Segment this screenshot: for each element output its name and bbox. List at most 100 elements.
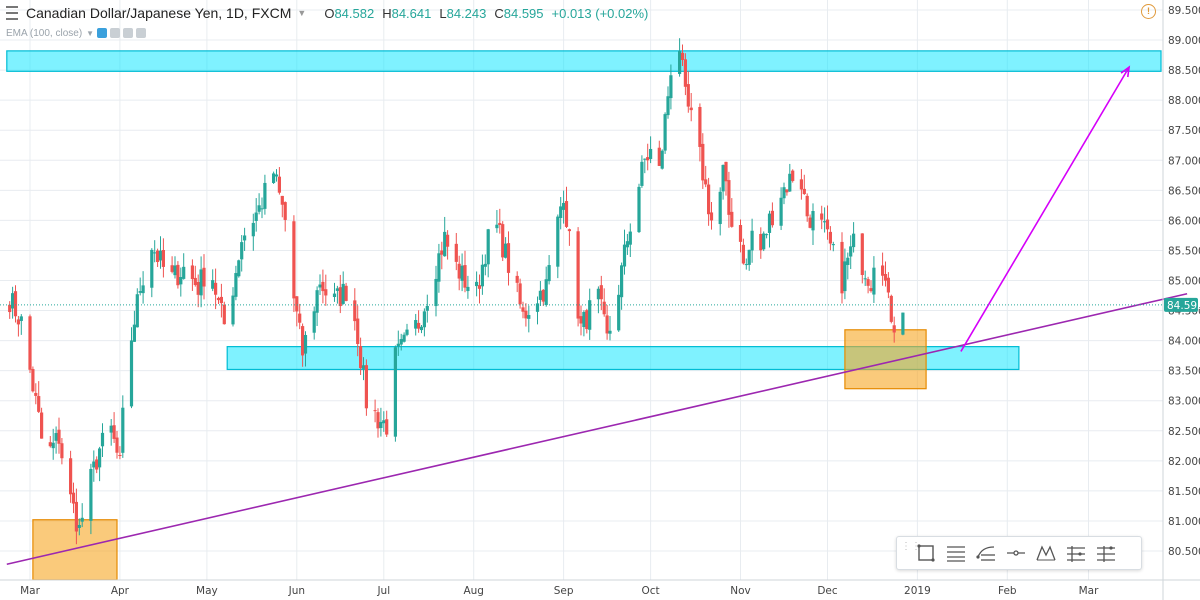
candle — [686, 71, 690, 113]
candle — [567, 228, 571, 246]
y-tick-label: 82.000 — [1168, 456, 1200, 468]
time-axis[interactable]: Mar Apr May Jun Jul Aug Sep Oct Nov Dec 2019 Feb Mar — [20, 585, 1099, 597]
candle — [280, 195, 284, 218]
candle — [356, 305, 360, 357]
candle — [344, 282, 348, 302]
candle — [153, 240, 157, 263]
long-position-tool-icon[interactable] — [1061, 538, 1091, 568]
candle — [332, 282, 337, 302]
candle — [13, 285, 18, 323]
candle — [263, 174, 267, 215]
x-tick-label: Mar — [1079, 585, 1099, 597]
candle — [272, 171, 276, 184]
open-label: O — [324, 5, 335, 21]
add-icon[interactable] — [123, 28, 134, 38]
cyan-zone-rect[interactable] — [226, 346, 1020, 371]
candle — [825, 205, 830, 240]
candle — [425, 294, 429, 323]
fib-tool-icon[interactable] — [971, 538, 1001, 568]
candle — [750, 218, 754, 263]
menu-icon[interactable] — [6, 6, 18, 20]
candle — [385, 410, 389, 437]
cyan-zone-rect[interactable] — [6, 50, 1162, 72]
orange-zone-rect[interactable] — [844, 329, 927, 390]
indicator-label[interactable]: EMA (100, close) — [6, 27, 83, 39]
alert-icon[interactable]: ! — [1141, 4, 1156, 19]
candle — [709, 202, 714, 230]
candle — [193, 265, 197, 287]
candle — [599, 275, 603, 311]
candle — [559, 197, 563, 230]
candle — [808, 214, 812, 229]
candle — [883, 261, 888, 287]
y-tick-label: 87.000 — [1168, 155, 1200, 167]
candle — [840, 232, 844, 304]
candle — [318, 274, 322, 295]
candle — [393, 345, 397, 442]
candle — [132, 310, 136, 342]
rectangle-tool-icon[interactable] — [911, 538, 941, 568]
short-position-tool-icon[interactable] — [1091, 538, 1121, 568]
candle — [649, 136, 653, 164]
candle — [724, 161, 728, 196]
candle — [498, 208, 502, 234]
drawing-toolbar: ⋮⋮ — [896, 536, 1142, 570]
candle — [541, 289, 545, 306]
candle — [831, 241, 835, 252]
candle — [562, 190, 566, 224]
candle — [762, 231, 766, 252]
candle — [173, 256, 177, 279]
parallel-lines-tool-icon[interactable] — [941, 538, 971, 568]
y-tick-label: 89.500 — [1168, 5, 1200, 17]
candle — [283, 201, 287, 232]
close-icon[interactable] — [136, 28, 147, 38]
candle — [643, 158, 647, 174]
candle — [608, 315, 612, 341]
candle — [419, 324, 424, 334]
candle — [860, 233, 864, 284]
candle — [379, 407, 383, 437]
price-axis[interactable]: 80.500 81.000 81.500 82.000 82.500 83.000 83.5… — [1168, 5, 1200, 558]
chevron-down-icon[interactable]: ▼ — [86, 28, 95, 38]
candle — [892, 316, 896, 343]
trendline[interactable] — [6, 292, 1188, 566]
candle — [564, 186, 569, 229]
candle — [454, 232, 458, 271]
candle — [849, 235, 853, 270]
last-price-label: 84.595 — [1167, 300, 1200, 312]
x-tick-label: Sep — [554, 585, 574, 597]
symbol-title[interactable]: Canadian Dollar/Japanese Yen, 1D, FXCM — [26, 5, 292, 21]
candle — [660, 149, 664, 170]
candle — [480, 254, 484, 295]
candle — [759, 227, 763, 259]
projection-arrow[interactable] — [960, 66, 1130, 352]
candle — [872, 256, 876, 303]
pattern-tool-icon[interactable] — [1031, 538, 1061, 568]
candle — [646, 143, 650, 171]
candle — [315, 286, 319, 326]
candle — [77, 518, 81, 536]
candle — [135, 288, 139, 328]
visibility-toggle-icon[interactable] — [97, 28, 108, 38]
candle — [585, 308, 589, 334]
drag-handle-icon[interactable]: ⋮⋮ — [901, 541, 921, 552]
candle — [866, 276, 870, 294]
x-tick-label: Mar — [20, 585, 40, 597]
candle — [628, 223, 632, 257]
candle — [414, 313, 418, 336]
horizontal-ray-tool-icon[interactable] — [1001, 538, 1031, 568]
candle — [422, 308, 426, 337]
candle — [718, 187, 722, 236]
y-tick-label: 83.500 — [1168, 366, 1200, 378]
candle — [698, 103, 702, 162]
chevron-down-icon[interactable]: ▼ — [297, 8, 307, 18]
candle — [16, 315, 20, 337]
candle — [820, 205, 824, 230]
candle — [95, 456, 99, 474]
settings-icon[interactable] — [110, 28, 121, 38]
candle — [199, 256, 203, 308]
candle — [321, 269, 325, 304]
candle — [243, 227, 247, 251]
candle — [324, 274, 328, 306]
